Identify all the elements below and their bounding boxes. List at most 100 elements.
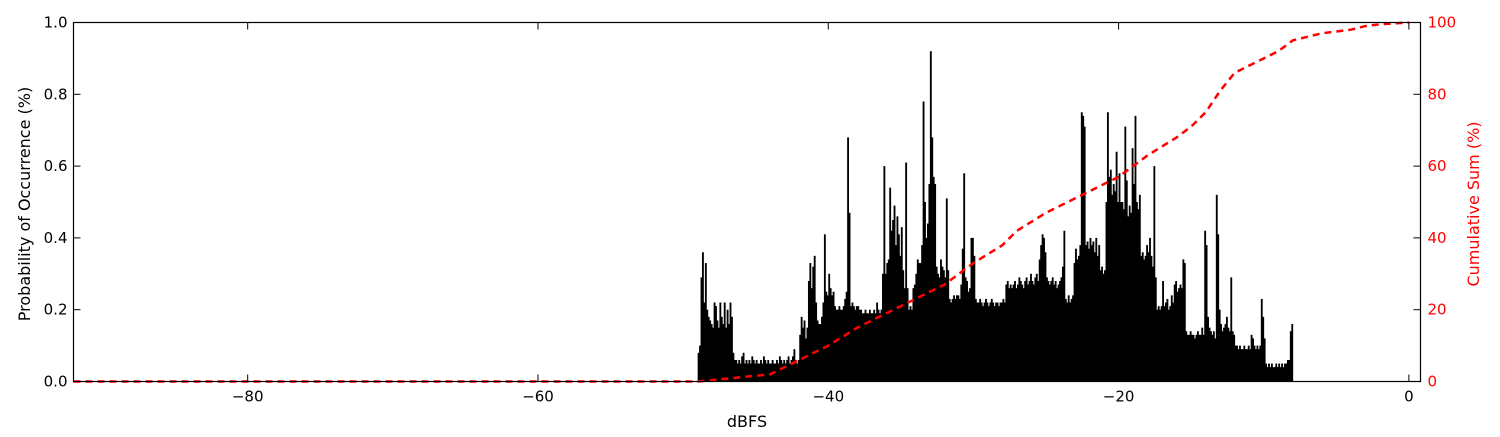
histogram-bar (1079, 245, 1082, 382)
histogram-bar (1111, 194, 1114, 382)
histogram-bar (729, 302, 732, 382)
histogram-bar (847, 137, 849, 382)
histogram-bar (1279, 367, 1282, 382)
histogram-bar (755, 359, 758, 382)
histogram-bar (1001, 302, 1003, 382)
histogram-bar (1220, 324, 1223, 382)
histogram-bar (1093, 252, 1096, 382)
histogram-bar (702, 252, 704, 382)
histogram-bar (1186, 334, 1189, 382)
histogram-bar (809, 263, 812, 382)
histogram-bar (1208, 327, 1211, 382)
histogram-bar (1069, 302, 1072, 382)
y-tick-label: 0.2 (44, 301, 68, 319)
histogram-bar (1234, 345, 1237, 382)
histogram-bar (823, 234, 826, 382)
histogram-bar (1047, 280, 1050, 382)
histogram-bar (1172, 302, 1175, 382)
histogram-bar (1285, 363, 1288, 382)
histogram-bar (921, 245, 924, 382)
y2-tick-label: 40 (1428, 229, 1447, 247)
histogram-bar (706, 309, 709, 382)
histogram-bar (1105, 202, 1108, 382)
histogram-bar (760, 359, 762, 382)
histogram-bar (1159, 309, 1162, 382)
histogram-bar (1250, 334, 1253, 382)
y-tick-label: 0.4 (44, 229, 68, 247)
y-tick-label: 1.0 (44, 14, 68, 32)
histogram-bar (884, 273, 887, 382)
histogram-bar (956, 295, 958, 382)
histogram-bar (799, 334, 802, 382)
histogram-bar (1086, 241, 1089, 382)
histogram-bar (1214, 338, 1217, 382)
y-axis-title: Probability of Occurrence (%) (15, 87, 34, 321)
histogram-bar (1240, 349, 1243, 382)
histogram-bar (879, 313, 881, 382)
histogram-bar (836, 309, 839, 382)
histogram-bar (776, 359, 778, 382)
histogram-bar (1231, 331, 1234, 382)
histogram-bar (938, 277, 941, 382)
tick-labels: −80 −60 −40 −20 0 0.0 0.2 0.4 0.6 0.8 1.0 0 20 40 60 80… (44, 14, 1457, 406)
histogram-bar (1031, 280, 1034, 382)
histogram-bar (1057, 284, 1060, 382)
y2-tick-label: 60 (1428, 157, 1447, 175)
histogram-bar (1268, 363, 1270, 382)
histogram-bar (1064, 298, 1067, 382)
histogram-bar (749, 363, 752, 382)
histogram-bar (1227, 327, 1230, 382)
histogram-bar (844, 298, 847, 382)
histogram-bar (1076, 259, 1079, 382)
histogram-bar (1150, 255, 1153, 382)
histogram-bar (1211, 334, 1214, 382)
histogram-bar (912, 288, 915, 382)
histogram-bar (710, 324, 713, 382)
histogram-bar (716, 320, 719, 382)
histogram-bar (794, 359, 797, 382)
histogram-bar (858, 309, 861, 382)
histogram-bar (1260, 298, 1263, 382)
histogram-bar (992, 302, 995, 382)
histogram-bar (1144, 255, 1147, 382)
histogram-bar (1181, 288, 1183, 382)
histogram-bar (754, 363, 757, 382)
histogram-bar (944, 277, 947, 382)
histogram-bar (1252, 338, 1254, 382)
histogram-bar (697, 352, 700, 382)
histogram-bar (752, 359, 755, 382)
histogram-bar (1037, 280, 1040, 382)
histogram-bar (703, 302, 706, 382)
histogram-bar (726, 309, 729, 382)
histogram-bar (887, 259, 890, 382)
histogram-bar (1043, 237, 1045, 382)
histogram-bar (1288, 359, 1291, 382)
histogram-bar (1024, 280, 1027, 382)
histogram-bar (1141, 252, 1144, 382)
histogram-bar (866, 313, 868, 382)
histogram-bar (707, 316, 710, 382)
histogram-bar (1032, 284, 1035, 382)
histogram-bar (1050, 280, 1053, 382)
histogram-bar (732, 352, 735, 382)
histogram-bar (1210, 331, 1212, 382)
histogram-bar (1056, 288, 1059, 382)
histogram-bar (919, 263, 922, 382)
histogram-bar (1099, 270, 1102, 382)
histogram-bar (1044, 252, 1047, 382)
histogram-bar (1022, 288, 1025, 382)
histogram-bar (857, 306, 860, 382)
histogram-bar (1109, 169, 1112, 382)
histogram-bar (1278, 363, 1281, 382)
histogram-bar (1228, 331, 1231, 382)
histogram-bar (1149, 237, 1151, 382)
histogram-bar (1095, 237, 1098, 382)
histogram-bar (1092, 241, 1095, 382)
histogram-bar (1223, 327, 1225, 382)
histogram-bar (1121, 202, 1124, 382)
histogram-bar (1046, 277, 1048, 382)
histogram-bar (806, 327, 809, 382)
histogram-bar (1011, 288, 1014, 382)
histogram-bar (1016, 284, 1019, 382)
histogram-bar (1082, 115, 1085, 382)
